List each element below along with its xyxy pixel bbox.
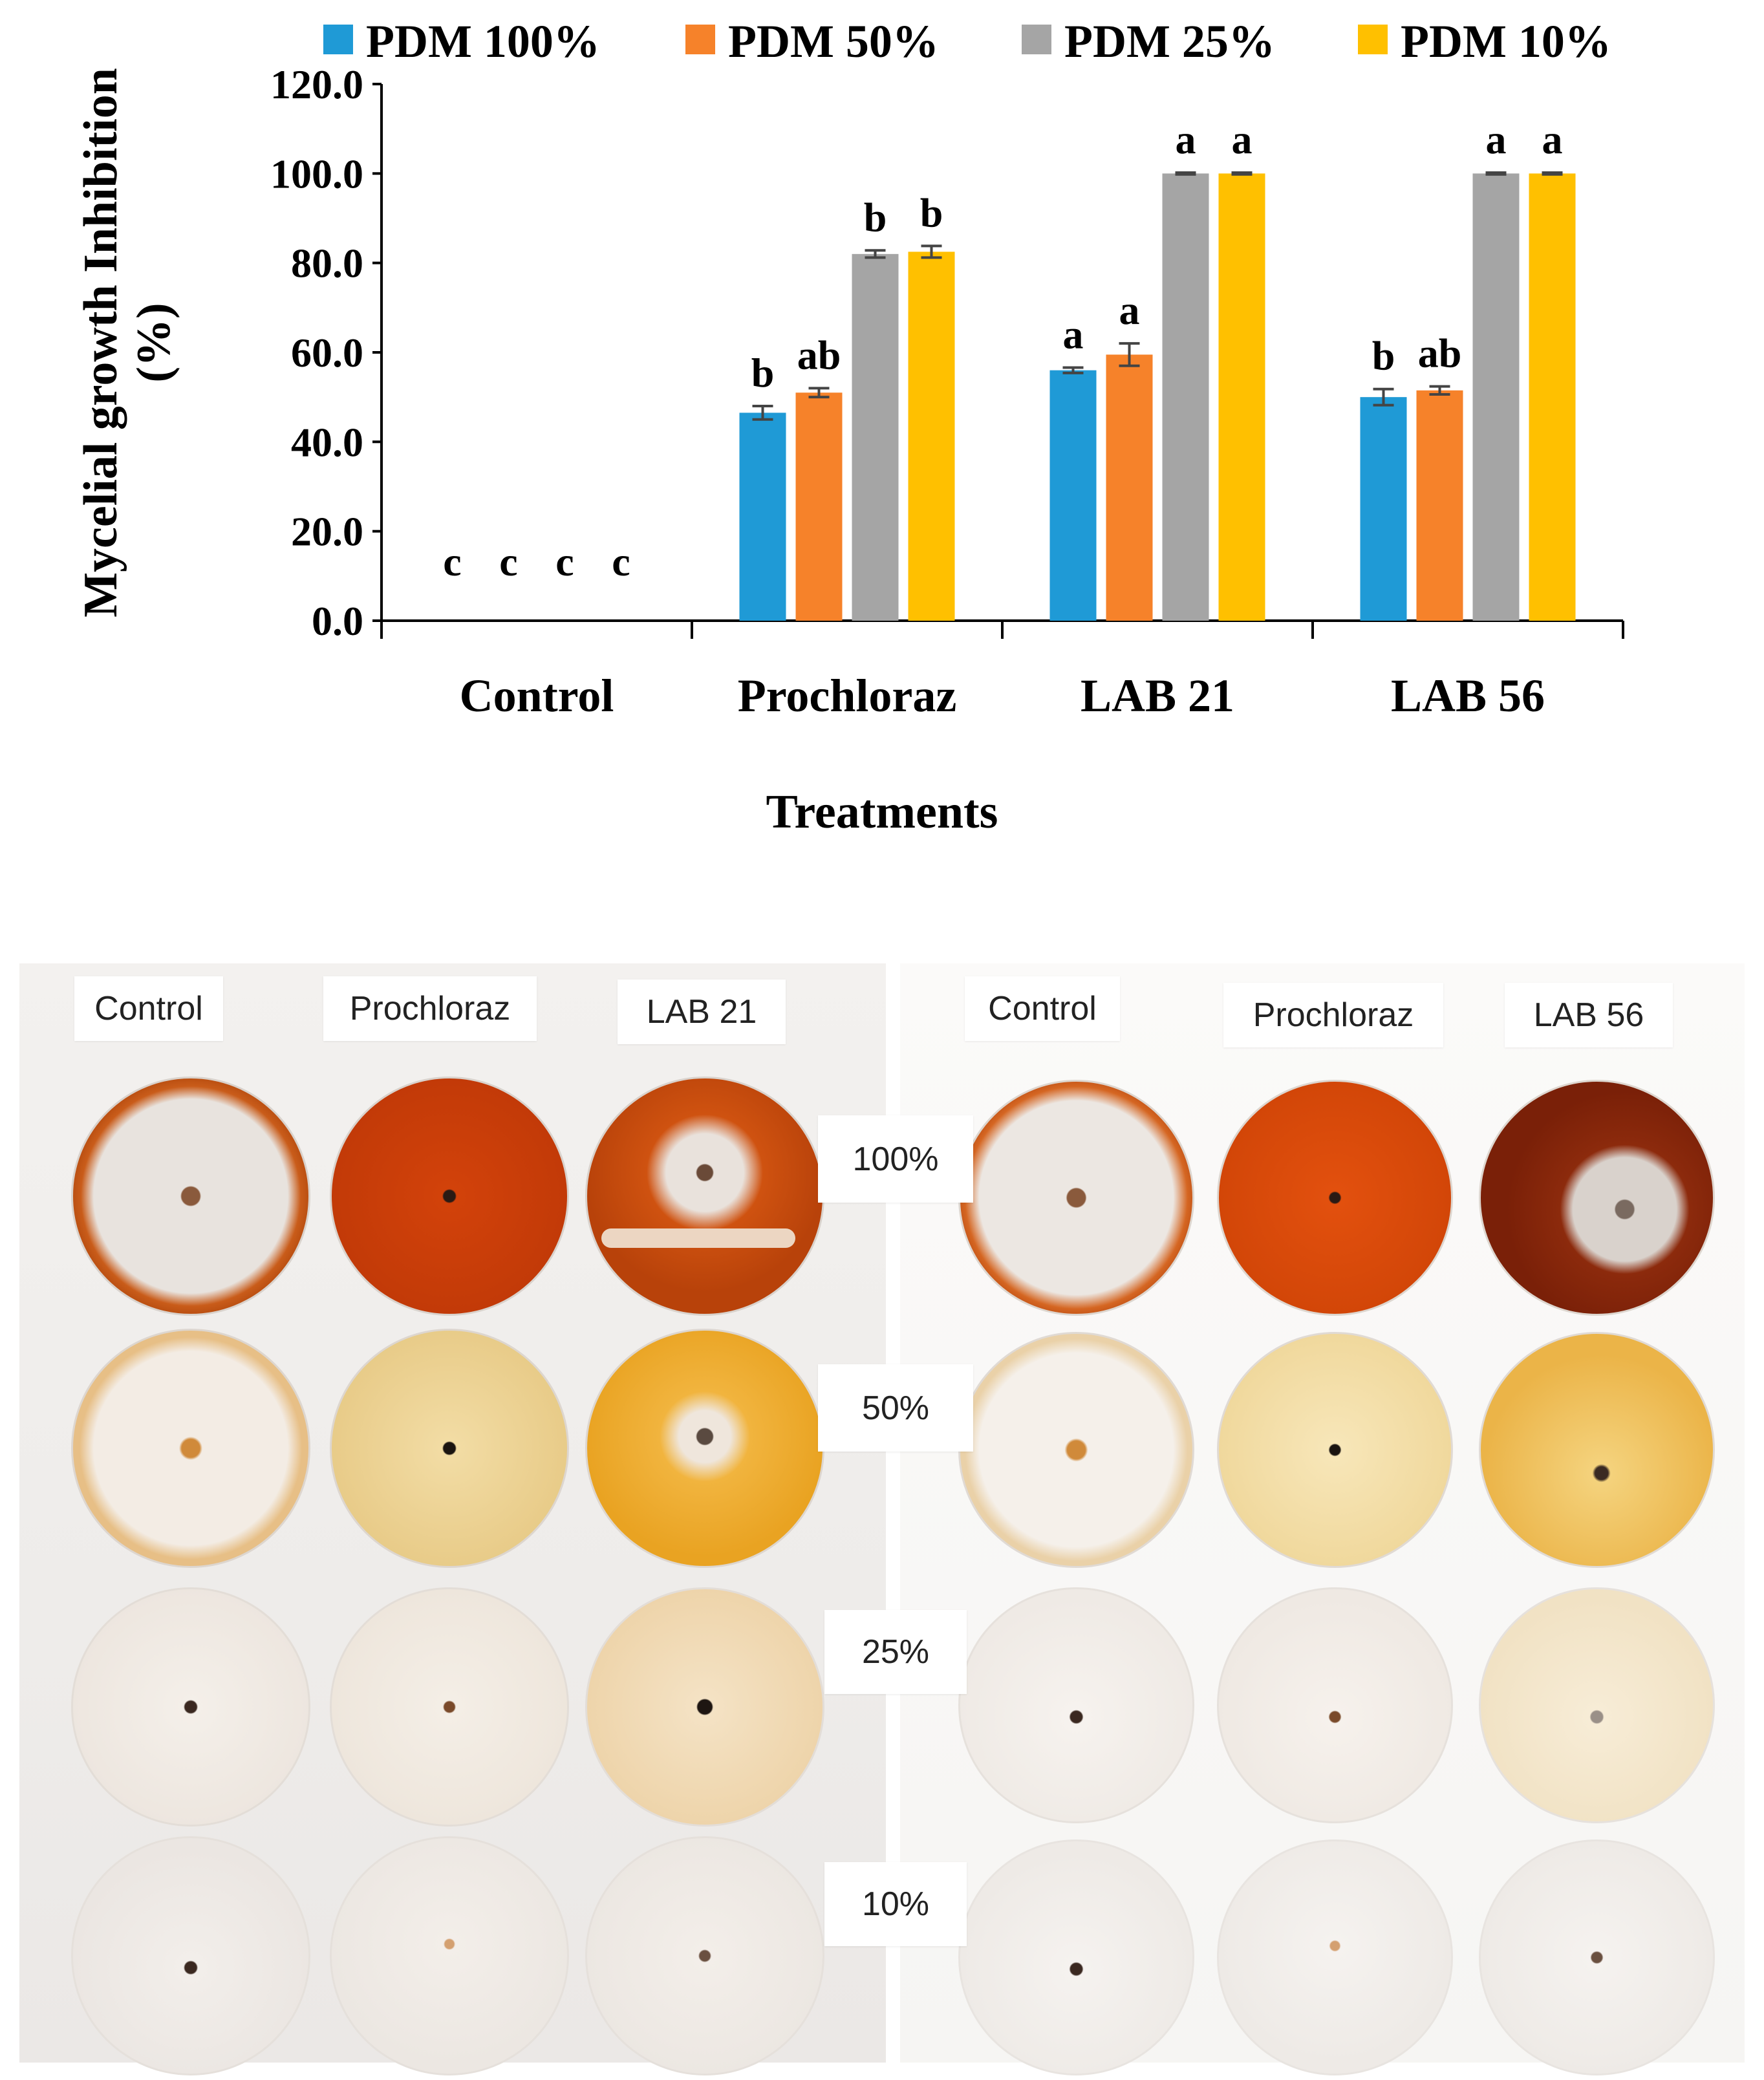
bar	[795, 392, 843, 621]
legend-label: PDM 100%	[366, 16, 600, 67]
dish-control-100-r	[958, 1080, 1194, 1316]
bar	[1106, 354, 1153, 621]
dish-prochloraz-100	[330, 1077, 569, 1316]
significance-letter: ab	[1418, 330, 1462, 376]
y-tick-label: 120.0	[270, 61, 363, 107]
significance-letter: b	[1372, 333, 1395, 379]
dish-control-10	[71, 1836, 310, 2075]
dish-prochloraz-25-r	[1217, 1587, 1453, 1823]
dish-lab56-50	[1479, 1332, 1715, 1568]
x-axis-title: Treatments	[766, 786, 998, 839]
dish-lab56-25	[1479, 1587, 1715, 1823]
dish-lab21-10	[585, 1836, 824, 2075]
dish-lab21-100	[585, 1077, 824, 1316]
dish-prochloraz-25	[330, 1587, 569, 1827]
header-control-right: Control	[965, 976, 1120, 1041]
header-lab56: LAB 56	[1505, 983, 1673, 1047]
header-prochloraz-right: Prochloraz	[1223, 983, 1443, 1047]
y-tick-label: 20.0	[291, 509, 363, 555]
significance-letter: c	[499, 539, 517, 584]
bar	[1218, 173, 1265, 621]
row-label-10-left: 10%	[824, 1862, 967, 1946]
significance-letter: b	[864, 194, 887, 240]
y-axis: 0.0 20.0 40.0 60.0 80.0 100.0 120.0	[270, 61, 383, 644]
dish-lab21-50	[585, 1329, 824, 1568]
bar	[1360, 397, 1407, 621]
dish-prochloraz-50	[330, 1329, 569, 1568]
x-category-label: LAB 21	[1081, 670, 1234, 722]
significance-letter: a	[1176, 116, 1196, 162]
dish-control-10-r	[958, 1839, 1194, 2075]
legend-swatch	[323, 25, 353, 54]
significance-letter: b	[751, 350, 775, 396]
bar	[1416, 390, 1463, 621]
legend-swatch	[1358, 25, 1388, 54]
significance-letter: a	[1232, 116, 1253, 162]
dish-prochloraz-10	[330, 1836, 569, 2075]
significance-letter: a	[1542, 116, 1563, 162]
lab21-streak-100	[601, 1228, 795, 1248]
chart-legend: PDM 100% PDM 50% PDM 25% PDM 10%	[323, 16, 1611, 67]
dish-prochloraz-10-r	[1217, 1839, 1453, 2075]
significance-letter: a	[1486, 116, 1507, 162]
significance-letter: c	[555, 539, 574, 584]
row-label-25-left: 25%	[824, 1610, 967, 1694]
significance-letter: ab	[797, 332, 841, 378]
legend-label: PDM 25%	[1064, 16, 1275, 67]
header-lab21: LAB 21	[618, 980, 786, 1044]
dish-control-25	[71, 1587, 310, 1827]
y-tick-label: 0.0	[312, 598, 363, 644]
dish-control-50-r	[958, 1332, 1194, 1568]
significance-letter: c	[443, 539, 461, 584]
dish-prochloraz-100-r	[1217, 1080, 1453, 1316]
dish-lab56-100	[1479, 1080, 1715, 1316]
bar	[908, 252, 955, 621]
y-tick-label: 60.0	[291, 330, 363, 376]
row-label-100-left: 100%	[818, 1115, 973, 1203]
y-tick-label: 80.0	[291, 241, 363, 286]
dish-prochloraz-50-r	[1217, 1332, 1453, 1568]
y-axis-title-line1: Mycelial growth Inhibition	[74, 68, 127, 617]
photo-panel-lab56: Control Prochloraz LAB 56	[900, 963, 1745, 2075]
significance-letter: a	[1063, 312, 1084, 358]
header-control-left: Control	[74, 976, 223, 1041]
significance-letter: a	[1119, 287, 1140, 333]
legend-swatch	[1022, 25, 1051, 54]
bar	[852, 253, 899, 621]
row-label-50-left: 50%	[818, 1364, 973, 1452]
dish-control-50	[71, 1329, 310, 1568]
y-axis-title-line2: (%)	[127, 303, 180, 382]
significance-letter: b	[920, 189, 943, 235]
x-category-label: Prochloraz	[738, 670, 957, 722]
x-category-label: Control	[460, 670, 614, 722]
photo-panel-lab21: Control Prochloraz LAB 21 100% 50% 25% 1…	[19, 963, 973, 2075]
x-category-label: LAB 56	[1391, 670, 1545, 722]
legend-swatch	[685, 25, 715, 54]
header-prochloraz-left: Prochloraz	[323, 976, 537, 1041]
legend-label: PDM 50%	[728, 16, 939, 67]
dish-control-100	[71, 1077, 310, 1316]
y-tick-label: 40.0	[291, 419, 363, 465]
dish-lab21-25	[585, 1587, 824, 1827]
bar	[1162, 173, 1209, 621]
bar-chart: PDM 100% PDM 50% PDM 25% PDM 10% 0.0 20.0 40.…	[74, 16, 1624, 839]
significance-letter: c	[612, 539, 630, 584]
dish-control-25-r	[958, 1587, 1194, 1823]
petri-dish-photo: Control Prochloraz LAB 21 100% 50% 25% 1…	[19, 963, 1745, 2080]
x-axis: Control Prochloraz LAB 21 LAB 56	[380, 619, 1624, 722]
bar	[1472, 173, 1520, 621]
dish-lab56-10	[1479, 1839, 1715, 2075]
bar	[1049, 370, 1097, 621]
bar	[1529, 173, 1576, 621]
legend-label: PDM 10%	[1401, 16, 1611, 67]
y-tick-label: 100.0	[270, 151, 363, 197]
bar	[739, 413, 786, 621]
